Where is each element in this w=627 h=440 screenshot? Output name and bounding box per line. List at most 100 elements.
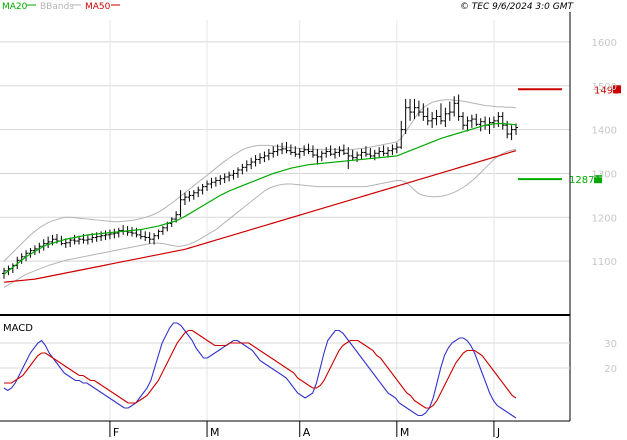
price-bar: [461, 112, 466, 130]
price-bar: [235, 167, 240, 178]
price-bar: [196, 186, 201, 198]
price-bar: [500, 112, 505, 130]
price-bar: [412, 98, 417, 120]
price-bar: [487, 117, 492, 134]
copyright-text: © TEC 9/6/2024 3:0 GMT: [460, 2, 575, 12]
macd-lines-group: [3, 322, 517, 419]
price-bar: [359, 148, 364, 160]
x-tick-label: A: [303, 426, 311, 439]
price-bar: [421, 103, 426, 121]
price-grid: [0, 20, 570, 421]
price-bar: [381, 145, 386, 156]
price-bar: [284, 141, 289, 154]
price-bar: [297, 148, 302, 159]
price-bar: [280, 142, 285, 155]
price-bar: [41, 239, 46, 251]
price-bar: [99, 231, 104, 241]
legend-ma50-label: MA50: [85, 2, 111, 12]
price-bar: [496, 112, 501, 127]
price-bar: [483, 116, 488, 130]
price-bar: [112, 228, 117, 239]
price-bar: [262, 151, 267, 163]
price-y-tick-label: 1600: [592, 38, 617, 49]
price-bar: [408, 98, 413, 121]
price-bar: [341, 144, 346, 156]
bband-upper-line: [3, 99, 517, 262]
price-bar: [386, 147, 390, 158]
price-bar: [222, 173, 227, 184]
price-bar: [416, 100, 421, 117]
price-y-tick-label: 1300: [592, 169, 617, 180]
support-label: 1287: [569, 175, 594, 186]
price-bar: [425, 107, 430, 126]
price-bar: [209, 177, 214, 189]
price-bar: [63, 238, 68, 248]
price-bar: [288, 144, 293, 156]
ma20-line: [3, 122, 517, 275]
price-bar: [2, 267, 6, 279]
price-bar: [368, 148, 373, 159]
x-tick-label: M: [400, 426, 410, 439]
price-bar: [191, 190, 196, 200]
price-bar: [68, 237, 73, 248]
price-bar: [244, 160, 249, 172]
resistance-label: 1492: [594, 85, 619, 96]
price-bar: [258, 153, 262, 164]
price-bar: [346, 147, 351, 170]
price-bar: [438, 103, 443, 125]
price-y-tick-label: 1200: [592, 213, 617, 224]
support-marker: [594, 175, 602, 184]
price-bar: [253, 155, 258, 167]
price-y-axis: 1100 1200 1300 1400 1500 1600: [592, 38, 617, 268]
price-bar: [240, 163, 245, 175]
price-bar: [227, 171, 232, 182]
legend-bar: [0, 0, 570, 12]
macd-y-tick-label: 20: [604, 364, 617, 375]
price-bar: [390, 144, 395, 156]
macd-signal-line: [4, 329, 517, 409]
price-bar: [130, 226, 134, 237]
x-tick-label: M: [210, 426, 220, 439]
price-y-tick-label: 1400: [592, 126, 617, 137]
price-bar: [46, 236, 51, 248]
price-bar: [377, 147, 382, 158]
x-tick-label: F: [113, 426, 119, 439]
price-bar: [85, 234, 90, 245]
price-bar: [293, 146, 298, 157]
x-tick-label: J: [496, 426, 500, 439]
legend-ma20-label: MA20: [2, 2, 28, 12]
price-bar: [452, 96, 457, 117]
price-bar: [315, 148, 320, 165]
price-bar: [447, 101, 452, 121]
price-y-tick-label: 1500: [592, 82, 617, 93]
price-bar: [434, 109, 439, 126]
price-bar: [337, 146, 342, 157]
price-bar: [319, 150, 324, 162]
price-bar: [72, 234, 77, 245]
price-bar: [474, 113, 479, 127]
price-bar: [143, 231, 148, 241]
price-bar: [302, 145, 307, 156]
price-bar: [178, 190, 183, 218]
price-bar: [200, 183, 205, 195]
price-bar: [350, 149, 355, 161]
price-bar: [147, 232, 152, 244]
price-bar: [187, 191, 192, 202]
macd-title: MACD: [3, 323, 33, 334]
price-bar: [333, 148, 338, 159]
price-bar: [430, 112, 435, 128]
price-bar: [443, 107, 448, 127]
price-bar: [182, 192, 187, 206]
price-bar: [218, 175, 223, 185]
ma50-line: [3, 150, 517, 283]
price-bar: [32, 245, 37, 256]
price-bar: [152, 233, 157, 245]
price-bar: [465, 116, 470, 132]
price-bar: [205, 180, 210, 191]
price-bar: [469, 114, 474, 128]
bbands-group: [3, 99, 517, 288]
macd-grid: [0, 342, 570, 369]
